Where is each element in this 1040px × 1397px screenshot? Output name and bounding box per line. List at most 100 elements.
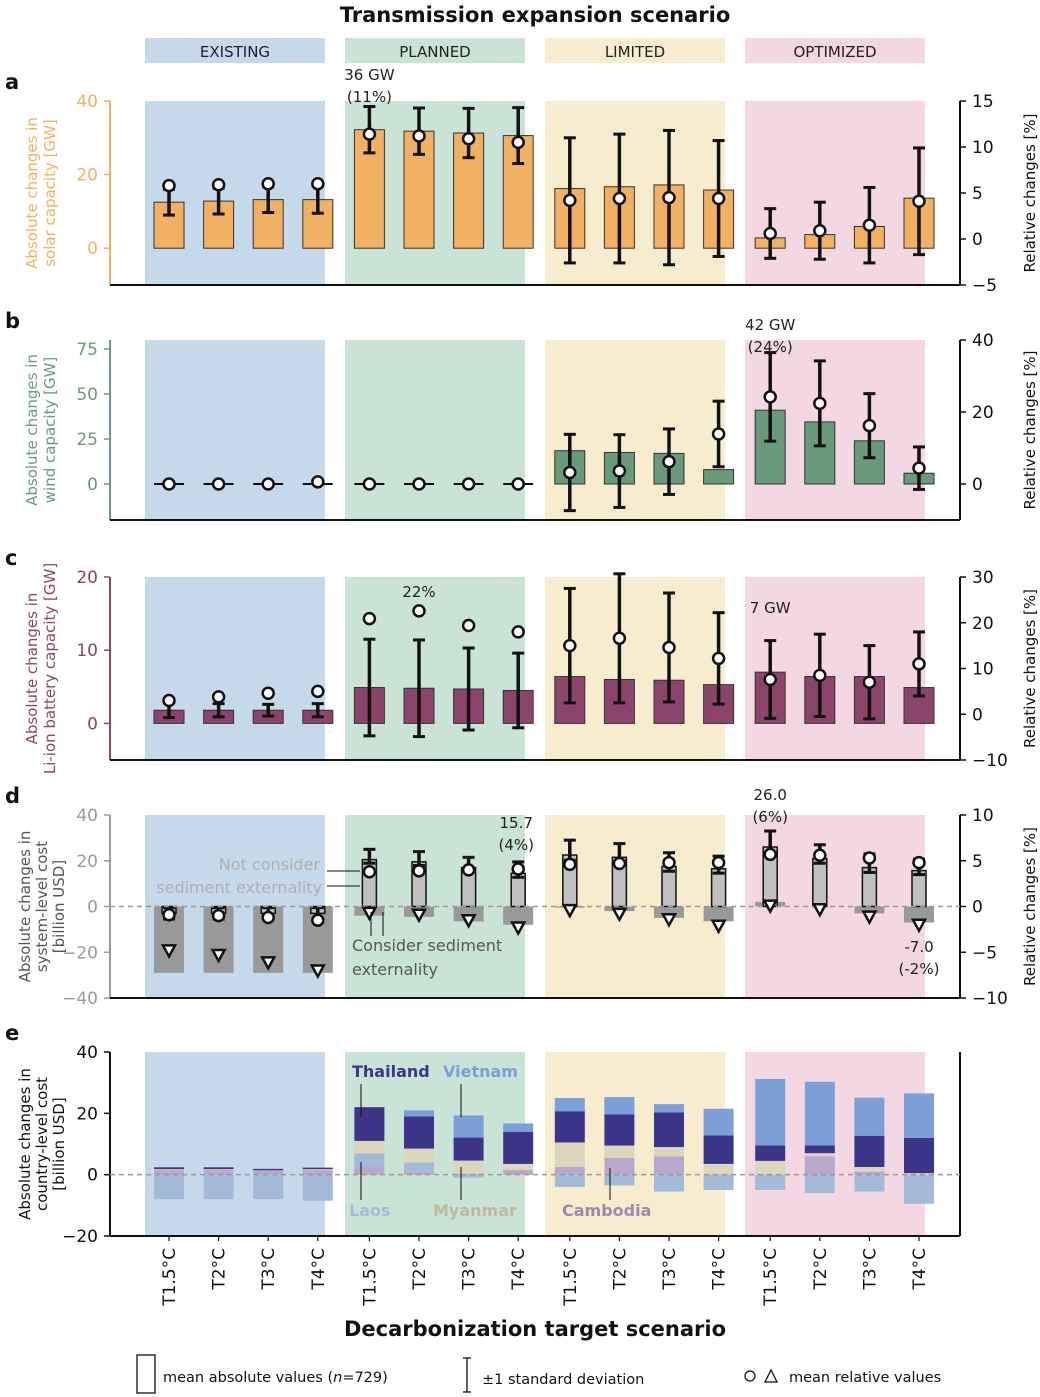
group-header-limited [545,38,725,63]
y2-axis-label: Relative changes [%] [1021,350,1039,509]
y-axis-label-line: wind capacity [GW] [41,357,59,503]
x-tick-label: T4°C [710,1248,730,1291]
y-tick-label: 20 [76,852,98,872]
bar-consider [703,906,734,922]
stacked-segment-thailand [302,1167,333,1170]
group-background [145,101,325,285]
stacked-segment-myanmar [804,1153,835,1157]
group-background [545,577,725,760]
y-axis-label-line: Absolute changes in [23,117,41,269]
panel-letter: b [5,309,20,333]
relative-value-circle [862,675,877,689]
relative-value-circle [711,191,726,206]
y-axis-label-line: system-level cost [33,841,51,972]
y-tick-label: 40 [76,92,98,112]
panel-letter: c [5,546,17,570]
group-background [145,1052,325,1236]
stacked-segment-myanmar [154,1169,184,1171]
relative-value-circle [862,851,877,865]
panels: a 0 20 40 Absolute changes insolar capacity … [5,66,1039,1247]
stacked-segment-vietnam [703,1108,734,1136]
y2-tick-label: −10 [972,751,1008,771]
y-tick-label: −40 [62,989,98,1009]
y-axis-label: Absolute changes insolar capacity [GW] [23,117,59,269]
annotation: -7.0 [904,938,933,956]
relative-value-circle [912,657,926,671]
stacked-segment-cambodia [404,1171,434,1175]
stacked-segment-thailand [904,1137,934,1174]
relative-value-triangle [260,956,277,971]
x-tick-label: T3°C [259,1248,279,1291]
legend-bar-swatch [136,1354,156,1394]
relative-value-circle [912,855,926,870]
y2-tick-label: 5 [972,852,983,872]
relative-value-circle [261,477,275,491]
annotation: 7 GW [750,599,791,617]
y2-tick-label: 5 [972,184,983,204]
bar [302,199,334,249]
relative-value-circle [511,135,525,150]
stacked-segment-thailand [554,1111,585,1143]
legend-triangle-icon [763,1368,779,1383]
y-axis-label: Absolute changes incountry-level cost[bi… [16,1068,68,1220]
x-tick-label: T1.5°C [561,1248,581,1307]
stacked-segment-thailand [203,1167,234,1170]
y-tick-label: 0 [87,714,98,734]
y2-axis-label: Relative changes [%] [1021,113,1039,272]
stacked-segment-myanmar [604,1145,635,1158]
stacked-segment-cambodia [503,1170,534,1175]
y2-tick-label: 15 [972,92,994,112]
y-axis-label-line: Absolute changes in [23,593,41,745]
y-tick-label: 0 [87,898,98,918]
stacked-segment-cambodia [253,1170,284,1175]
relative-value-circle [563,193,577,208]
group-background [345,340,525,520]
y-tick-label: −20 [62,1227,98,1247]
label-myanmar: Myanmar [433,1201,517,1220]
bar [703,469,735,485]
legend-bar-label: mean absolute values (n=729) [163,1370,388,1386]
relative-value-circle [813,396,827,411]
relative-value-circle [662,190,676,205]
x-tick-label: T4°C [910,1248,930,1291]
stacked-segment-laos [804,1174,835,1194]
group-background [545,340,725,520]
relative-value-circle [563,857,577,872]
callout-not-consider: Not consider [219,855,321,874]
stacked-segment-cambodia [654,1156,684,1175]
relative-value-circle [612,856,627,871]
bar-consider [854,906,885,914]
y-axis-label-line: Li-ion battery capacity [GW] [41,563,59,774]
relative-value-triangle [861,910,878,926]
relative-value-circle [362,864,377,879]
group-header-optimized [745,38,925,63]
panel-letter: a [5,70,19,94]
relative-value-circle [912,194,926,209]
relative-value-triangle [160,944,178,960]
y-tick-label: 40 [76,806,98,826]
stacked-segment-thailand [154,1167,184,1170]
annotation: 22% [402,583,435,601]
relative-value-circle [311,684,325,699]
relative-value-circle [912,461,926,475]
y-tick-label: 50 [76,385,98,405]
relative-value-circle [461,131,476,146]
relative-value-circle [311,913,325,927]
panel-letter: e [5,1021,19,1045]
stacked-segment-thailand [755,1145,786,1161]
relative-value-triangle [910,918,928,934]
y-axis-label: Absolute changes inwind capacity [GW] [23,354,59,506]
stacked-segment-laos [654,1174,684,1192]
stacked-segment-laos [154,1174,184,1200]
label-thailand: Thailand [352,1062,430,1081]
group-header-existing [145,38,325,63]
stacked-segment-laos [904,1174,934,1204]
relative-value-circle [662,454,676,469]
relative-value-circle [563,638,577,653]
y-tick-label: 20 [76,568,98,588]
relative-value-circle [511,862,525,876]
y2-tick-label: −5 [972,943,997,963]
stacked-segment-cambodia [854,1171,885,1175]
relative-value-triangle [660,913,678,928]
